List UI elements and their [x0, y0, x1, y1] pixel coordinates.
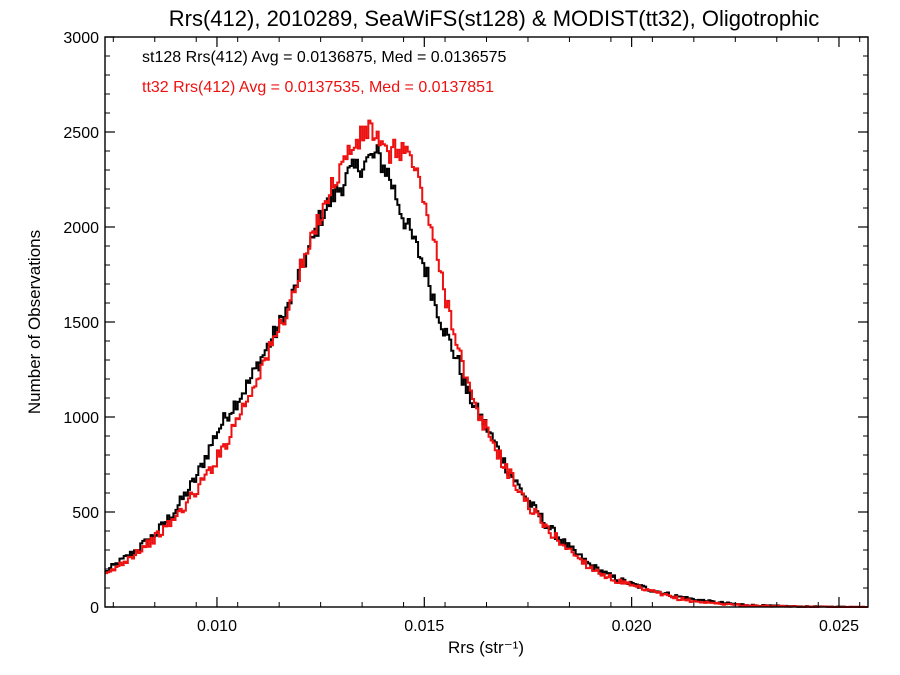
- y-tick-label: 2000: [63, 220, 99, 237]
- ticks-layer: 0.010 0.015 0.020 0.025 0 500 1000 1500 2000 2500…: [63, 30, 868, 635]
- annotation-tt32: tt32 Rrs(412) Avg = 0.0137535, Med = 0.0…: [142, 79, 494, 96]
- y-axis-label: Number of Observations: [25, 230, 44, 414]
- x-tick-label: 0.010: [197, 618, 237, 635]
- y-tick-label: 3000: [63, 30, 99, 47]
- series-1-line: [105, 119, 868, 608]
- x-axis-label: Rrs (str⁻¹): [448, 638, 524, 657]
- series-0-line: [105, 144, 868, 608]
- y-tick-label: 1000: [63, 410, 99, 427]
- annotation-st128: st128 Rrs(412) Avg = 0.0136875, Med = 0.…: [142, 49, 507, 66]
- x-tick-label: 0.025: [819, 618, 859, 635]
- chart-title: Rrs(412), 2010289, SeaWiFS(st128) & MODI…: [169, 6, 819, 31]
- x-tick-label: 0.020: [612, 618, 652, 635]
- y-tick-label: 1500: [63, 315, 99, 332]
- series-layer: [105, 119, 868, 608]
- y-tick-label: 500: [72, 505, 99, 522]
- y-tick-label: 2500: [63, 125, 99, 142]
- plot-frame: [104, 36, 869, 608]
- x-tick-label: 0.015: [404, 618, 444, 635]
- y-tick-label: 0: [90, 600, 99, 617]
